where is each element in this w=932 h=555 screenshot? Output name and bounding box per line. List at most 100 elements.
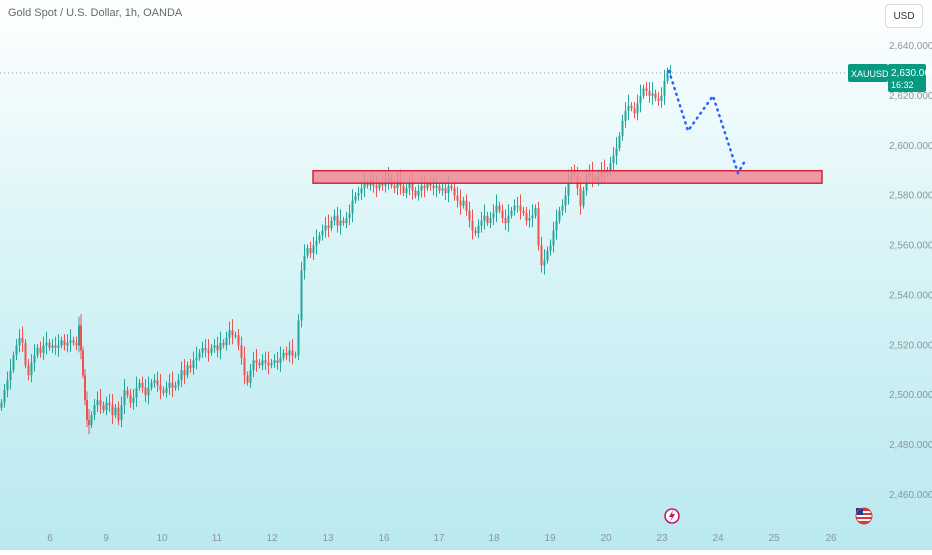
- candle: [522, 206, 525, 217]
- candle: [117, 401, 120, 426]
- candle: [88, 408, 90, 435]
- candle: [639, 84, 642, 113]
- time-tick-label: 20: [600, 533, 612, 544]
- candle: [0, 398, 3, 411]
- candle: [276, 351, 279, 370]
- candle: [357, 186, 360, 201]
- candle-body: [243, 357, 246, 376]
- candle-body: [168, 382, 171, 388]
- candle-body: [624, 110, 627, 121]
- candle: [3, 383, 6, 408]
- time-axis: 6 9 10 11 12 13 16 17 18 19 20 23 24 25 26: [47, 533, 837, 544]
- candle-body: [471, 220, 474, 231]
- candle: [540, 236, 543, 273]
- candle: [582, 186, 585, 209]
- candle-body: [336, 215, 339, 226]
- candle: [18, 329, 21, 353]
- candle-body: [129, 395, 132, 403]
- candle: [186, 361, 189, 379]
- candle: [555, 209, 558, 240]
- candle-body: [303, 255, 306, 271]
- candle: [348, 204, 351, 226]
- candle-body: [375, 185, 378, 189]
- candle: [57, 334, 60, 357]
- candle-body: [666, 70, 669, 81]
- lightning-event-icon[interactable]: [664, 508, 680, 524]
- candle-body: [105, 402, 108, 411]
- candle-body: [480, 220, 483, 226]
- candle: [342, 216, 345, 227]
- candle: [543, 249, 546, 275]
- candle-body: [39, 347, 42, 353]
- candle-body: [405, 188, 408, 194]
- candle-body: [186, 365, 189, 376]
- candle-body: [555, 220, 558, 231]
- candle-body: [615, 148, 618, 156]
- chart-title: Gold Spot / U.S. Dollar, 1h, OANDA: [8, 7, 183, 19]
- candle-body: [144, 387, 147, 396]
- candle-body: [354, 195, 357, 201]
- candle-body: [534, 208, 537, 216]
- candle-body: [93, 405, 96, 416]
- candle-body: [609, 163, 612, 171]
- candle-body: [82, 350, 84, 376]
- candle-body: [450, 185, 453, 189]
- candle-body: [612, 155, 615, 164]
- candle-body: [80, 325, 82, 351]
- candle-body: [453, 188, 456, 196]
- candle: [228, 321, 231, 345]
- candle-body: [651, 93, 654, 96]
- candle-body: [21, 337, 24, 343]
- candle-body: [270, 362, 273, 366]
- time-tick-label: 6: [47, 533, 53, 544]
- candle-body: [333, 215, 336, 221]
- candle: [123, 379, 126, 415]
- price-label-symbol: XAUUSD: [851, 69, 889, 79]
- candle: [483, 204, 486, 230]
- candle: [156, 371, 159, 393]
- candle: [453, 181, 456, 201]
- candle: [561, 199, 564, 216]
- candle: [108, 393, 111, 413]
- candle: [525, 206, 528, 226]
- candle: [150, 379, 153, 391]
- candle: [15, 339, 18, 361]
- candle-body: [417, 190, 420, 196]
- candle-body: [120, 405, 123, 421]
- candle: [33, 344, 36, 372]
- candle-body: [6, 380, 9, 391]
- candle-body: [165, 387, 168, 393]
- candle-body: [519, 205, 522, 211]
- candle-body: [426, 183, 429, 189]
- currency-button[interactable]: USD: [885, 4, 923, 28]
- candle-body: [507, 215, 510, 224]
- candle-body: [504, 218, 507, 224]
- candle-body: [228, 330, 231, 338]
- price-tick-label: 2,540.000: [889, 290, 932, 301]
- candle-body: [255, 360, 258, 363]
- candle: [330, 216, 333, 232]
- candle-body: [330, 220, 333, 229]
- candle: [93, 398, 96, 421]
- candle: [549, 239, 552, 256]
- candle-body: [531, 215, 534, 219]
- candle: [96, 391, 99, 413]
- candle-body: [285, 352, 288, 356]
- price-tick-label: 2,640.000: [889, 41, 932, 52]
- candle: [468, 201, 471, 228]
- us-flag-icon[interactable]: [855, 507, 873, 525]
- candle-body: [627, 105, 630, 111]
- candle-body: [552, 230, 555, 246]
- candle-body: [306, 248, 309, 256]
- candle-body: [636, 103, 639, 114]
- candle: [159, 374, 162, 400]
- candle: [39, 341, 42, 358]
- candle-body: [153, 380, 156, 383]
- candle-body: [99, 400, 102, 406]
- candle-body: [621, 120, 624, 136]
- candle: [312, 236, 315, 261]
- candle: [513, 199, 516, 216]
- candle-body: [474, 230, 477, 234]
- candle-body: [123, 390, 126, 406]
